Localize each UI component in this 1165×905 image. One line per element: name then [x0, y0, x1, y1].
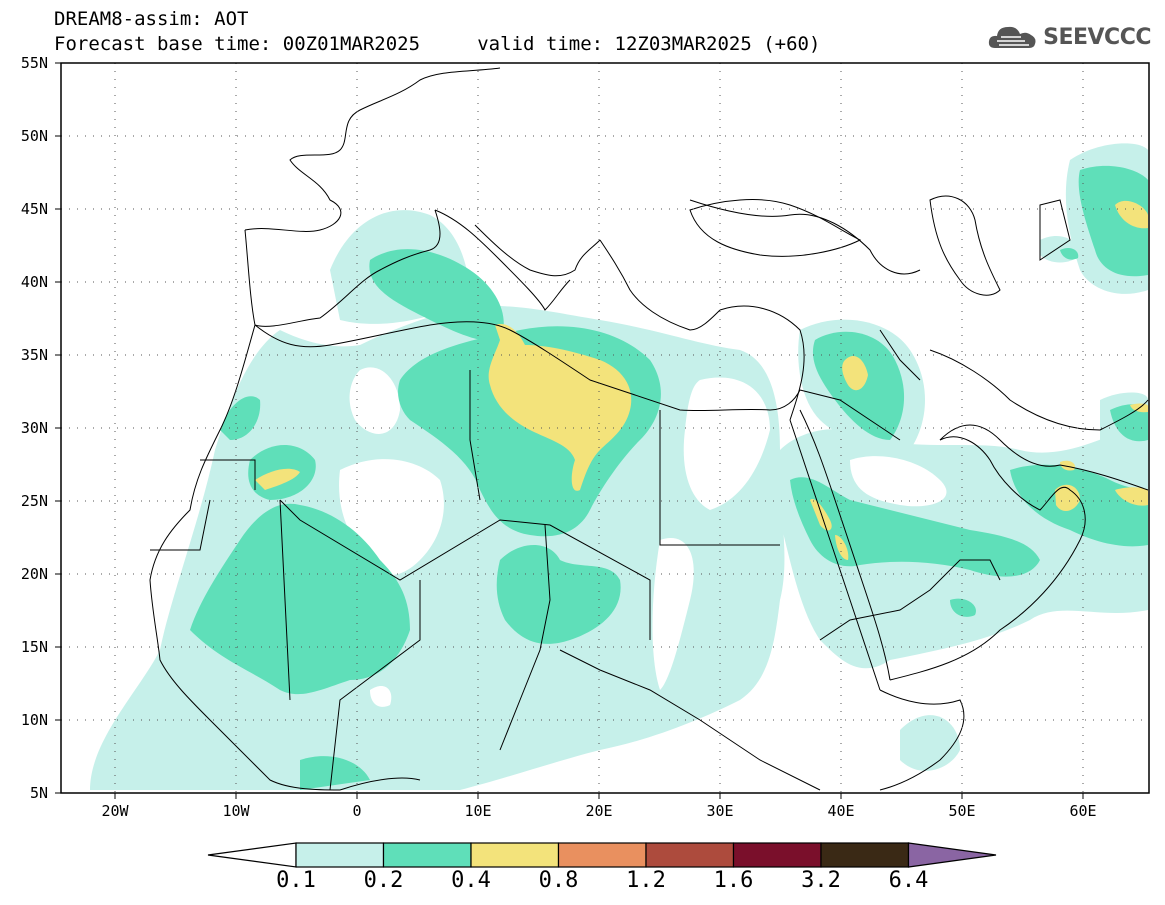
- map-title: DREAM8-assim: AOT: [54, 8, 249, 30]
- lon-label: 10E: [464, 802, 491, 820]
- colorbar-under-arrow: [207, 842, 297, 868]
- lon-label: 40E: [827, 802, 854, 820]
- lat-label: 15N: [21, 638, 48, 656]
- colorbar-segment: [732, 842, 822, 868]
- coastlines-and-borders: [149, 67, 1149, 791]
- colorbar-label: 0.4: [451, 868, 491, 893]
- aot-field: [61, 63, 1149, 793]
- colorbar-segment: [557, 842, 647, 868]
- lat-label: 35N: [21, 346, 48, 364]
- lon-label: 20W: [101, 802, 129, 820]
- lon-label: 30E: [706, 802, 733, 820]
- colorbar-label: 0.2: [363, 868, 404, 893]
- lat-labels: 55N 50N 45N 40N 35N 30N 25N 20N 15N 10N …: [21, 54, 48, 802]
- lon-label: 50E: [948, 802, 975, 820]
- colorbar-segment: [820, 842, 910, 868]
- colorbar-segment: [382, 842, 472, 868]
- lat-label: 5N: [30, 784, 48, 802]
- colorbar-segment: [645, 842, 735, 868]
- lon-label: 10W: [222, 802, 250, 820]
- lat-label: 45N: [21, 200, 48, 218]
- colorbar: [207, 842, 997, 868]
- colorbar-label: 6.4: [888, 868, 929, 893]
- brand-name: SEEVCCC: [1043, 24, 1151, 50]
- lat-label: 30N: [21, 419, 48, 437]
- colorbar-segment: [295, 842, 385, 868]
- brand-logo: SEEVCCC: [987, 22, 1151, 52]
- lon-labels: 20W 10W 0 10E 20E 30E 40E 50E 60E: [101, 802, 1096, 820]
- cloud-logo-icon: [989, 26, 1036, 48]
- lat-label: 40N: [21, 273, 48, 291]
- lat-label: 25N: [21, 492, 48, 510]
- tick-marks: [55, 62, 1084, 799]
- colorbar-segment: [470, 842, 560, 868]
- colorbar-label: 3.2: [801, 868, 841, 893]
- colorbar-label: 0.8: [538, 868, 579, 893]
- aot-band-0.4-0.8: [255, 200, 1148, 560]
- colorbar-over-arrow: [907, 842, 997, 868]
- lat-label: 50N: [21, 127, 48, 145]
- lat-label: 10N: [21, 711, 48, 729]
- colorbar-label: 0.1: [276, 868, 316, 893]
- colorbar-label: 1.6: [713, 868, 754, 893]
- lat-label: 55N: [21, 54, 48, 72]
- gridlines: [61, 63, 1149, 793]
- colorbar-label: 1.2: [626, 868, 666, 893]
- lon-label: 60E: [1069, 802, 1096, 820]
- lat-label: 20N: [21, 565, 48, 583]
- lon-label: 0: [352, 802, 361, 820]
- forecast-times: Forecast base time: 00Z01MAR2025 valid t…: [54, 33, 821, 55]
- lon-label: 20E: [585, 802, 612, 820]
